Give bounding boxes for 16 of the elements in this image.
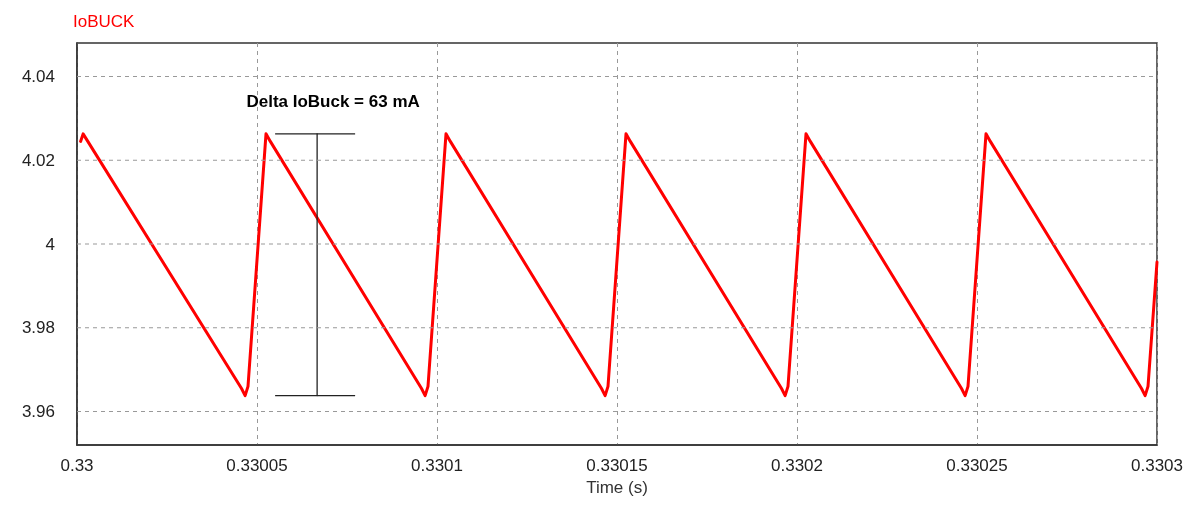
- x-tick-label: 0.3301: [411, 456, 463, 475]
- x-tick-label: 0.33005: [226, 456, 288, 475]
- annotation: Delta IoBuck = 63 mA: [246, 91, 420, 111]
- x-tick-label: 0.33: [60, 456, 94, 475]
- y-tick-label: 3.96: [21, 402, 55, 421]
- chart-title: IoBUCK: [73, 12, 136, 31]
- y-tick-label: 4.02: [21, 150, 55, 170]
- x-tick-label: 0.33015: [586, 456, 648, 475]
- y-tick-label: 4.04: [21, 67, 55, 86]
- x-tick-label: 0.3303: [1131, 456, 1183, 475]
- line-series: [79, 132, 1159, 398]
- x-tick-label: 0.33025: [946, 456, 1008, 475]
- y-tick-label: 4: [45, 234, 55, 254]
- x-tick-label: 0.3302: [771, 456, 823, 475]
- x-axis-title: Time (s): [586, 477, 648, 497]
- y-tick-label: 3.98: [21, 318, 55, 338]
